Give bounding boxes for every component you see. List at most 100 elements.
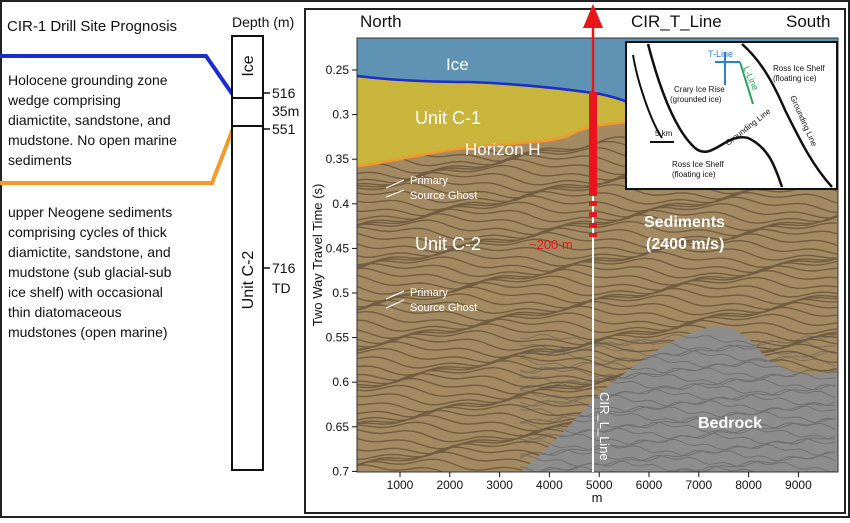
x-tick-label: 3000 bbox=[486, 478, 513, 492]
column-unit-c2-label: Unit C-2 bbox=[240, 251, 257, 310]
unit-c2-label: Unit C-2 bbox=[415, 234, 481, 254]
bedrock-reflector bbox=[519, 443, 836, 457]
inset-crary-label: Crary Ice Rise (grounded ice) bbox=[670, 85, 727, 104]
seismic-reflector bbox=[357, 196, 838, 221]
inset-map-frame bbox=[625, 41, 838, 190]
y-tick-label: 0.4 bbox=[332, 197, 349, 211]
y-tick-label: 0.6 bbox=[332, 375, 349, 389]
bedrock-reflector bbox=[519, 344, 836, 358]
inset-l-line bbox=[739, 61, 754, 105]
y-tick-label: 0.7 bbox=[332, 464, 349, 478]
ghost-arrow-1a bbox=[385, 179, 405, 189]
seismic-reflector bbox=[357, 313, 838, 340]
seismic-reflector bbox=[357, 202, 838, 226]
bedrock-reflector bbox=[519, 460, 836, 472]
drill-dash-3 bbox=[589, 223, 597, 228]
line-name: CIR_T_Line bbox=[631, 12, 722, 31]
bedrock-reflector bbox=[519, 410, 836, 424]
bedrock-reflector bbox=[519, 383, 836, 396]
bedrock-reflector bbox=[519, 454, 836, 468]
drill-dash-4 bbox=[589, 233, 597, 237]
x-tick-label: 9000 bbox=[785, 478, 812, 492]
drill-dash-2 bbox=[589, 212, 597, 217]
x-tick-label: 7000 bbox=[685, 478, 712, 492]
seismic-reflector bbox=[357, 265, 838, 290]
y-tick-label: 0.45 bbox=[326, 241, 350, 255]
ice-label: Ice bbox=[446, 55, 469, 74]
ghost-arrow-1b bbox=[385, 189, 405, 198]
y-tick-label: 0.35 bbox=[326, 152, 350, 166]
y-axis-label: Two Way Travel Time (s) bbox=[310, 184, 325, 327]
x-tick-label: 5000 bbox=[586, 478, 613, 492]
strat-column bbox=[231, 35, 264, 471]
bedrock-body bbox=[520, 326, 838, 472]
bedrock-reflector bbox=[519, 405, 836, 418]
crary-grounding-line bbox=[646, 43, 784, 188]
section-frame bbox=[304, 8, 846, 514]
unit-c1-label: Unit C-1 bbox=[415, 108, 481, 128]
bedrock-reflector bbox=[519, 432, 836, 446]
x-tick-label: 8000 bbox=[735, 478, 762, 492]
bedrock-reflector bbox=[519, 416, 836, 429]
y-tick-label: 0.65 bbox=[326, 420, 350, 434]
y-tick-label: 0.3 bbox=[332, 108, 349, 122]
depth-551: 551 bbox=[272, 121, 296, 137]
x-axis-label: m bbox=[592, 490, 603, 505]
y-tick-label: 0.5 bbox=[332, 286, 349, 300]
bedrock-reflector bbox=[536, 465, 836, 472]
depth-header: Depth (m) bbox=[232, 14, 294, 30]
drill-arrow-head bbox=[583, 4, 603, 28]
drill-dash-1 bbox=[589, 201, 597, 206]
x-axis: 1000 2000 3000 4000 5000 6000 7000 8000 9000 bbox=[387, 472, 812, 492]
bedrock-reflector bbox=[519, 350, 836, 363]
td-label: TD bbox=[272, 280, 291, 296]
bedrock-reflector bbox=[519, 394, 836, 407]
drill-line-thick bbox=[589, 92, 597, 196]
plot-border bbox=[356, 37, 839, 473]
bedrock-texture bbox=[519, 333, 836, 472]
ghost-label-1: Primary Source Ghost bbox=[410, 175, 477, 202]
seismic-reflector bbox=[357, 228, 838, 254]
east-grounding-line bbox=[741, 43, 833, 188]
upper-description: Holocene grounding zone wedge comprising… bbox=[7, 72, 181, 168]
ghost-arrow-2a bbox=[385, 290, 405, 300]
lower-description: upper Neogene sediments comprising cycle… bbox=[8, 204, 176, 340]
west-coast-line bbox=[632, 54, 663, 139]
ghost-label-2: Primary Source Ghost bbox=[410, 287, 477, 314]
seismic-reflector bbox=[357, 276, 838, 303]
horizon-h-label: Horizon H bbox=[465, 140, 541, 159]
inset-scale-label: 5 km bbox=[655, 129, 673, 138]
x-tick-label: 1000 bbox=[387, 478, 414, 492]
bedrock-reflector bbox=[519, 361, 836, 374]
inset-t-line-label: T-Line bbox=[708, 49, 733, 59]
ghost-arrow-2b bbox=[385, 299, 405, 309]
y-tick-label: 0.55 bbox=[326, 331, 350, 345]
bedrock-label: Bedrock bbox=[698, 415, 762, 432]
seismic-reflector bbox=[357, 246, 838, 270]
thickness-35m: 35m bbox=[272, 103, 299, 119]
seismic-reflector bbox=[357, 294, 838, 315]
seismic-reflector bbox=[357, 209, 838, 230]
seismic-reflector bbox=[357, 324, 838, 348]
seismic-reflector bbox=[357, 269, 838, 295]
horizon-h-line bbox=[357, 120, 629, 168]
unit-c1-body bbox=[357, 76, 628, 166]
seismic-reflector bbox=[357, 251, 838, 273]
north-label: North bbox=[360, 12, 402, 31]
bedrock-reflector bbox=[519, 438, 836, 451]
bedrock-reflector bbox=[519, 333, 836, 347]
bedrock-reflector bbox=[519, 421, 836, 435]
seismic-reflector bbox=[357, 298, 838, 322]
bedrock-reflector bbox=[519, 355, 836, 369]
seismic-reflector bbox=[357, 306, 838, 332]
depth-200-label: ~200 m bbox=[529, 237, 573, 252]
inset-ross-shelf-top: Ross Ice Shelf (floating ice) bbox=[773, 64, 827, 83]
cir-l-line-label: CIR_L_Line bbox=[597, 392, 612, 461]
bedrock-reflector bbox=[519, 449, 836, 462]
depth-516: 516 bbox=[272, 85, 296, 101]
column-ice-label: Ice bbox=[240, 55, 257, 76]
seismic-reflector bbox=[357, 331, 838, 351]
bedrock-reflector bbox=[519, 372, 836, 385]
